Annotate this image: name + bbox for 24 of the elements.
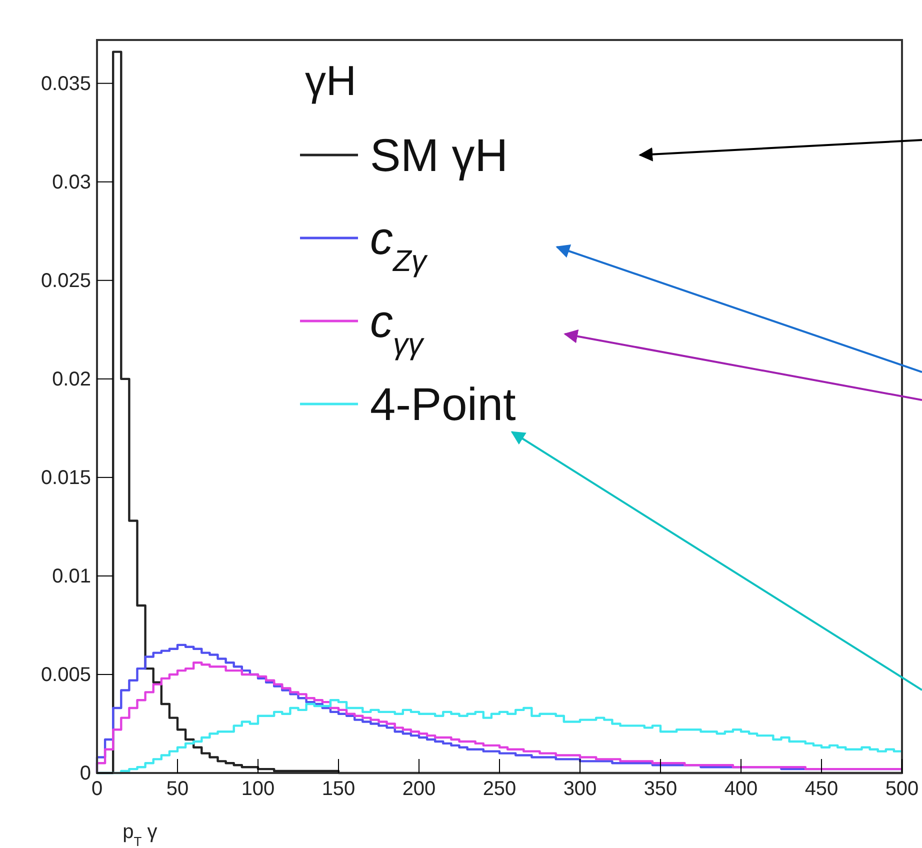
legend-label: c$_{γγ}$: [370, 295, 425, 360]
x-tick-label: 200: [402, 778, 436, 800]
y-tick-label: 0.02: [52, 368, 91, 390]
y-tick-label: 0.005: [40, 664, 91, 686]
x-tick-label: 100: [241, 778, 275, 800]
y-tick-label: 0.035: [40, 72, 91, 95]
y-tick-label: 0.03: [52, 171, 91, 194]
x-tick-label: 50: [166, 778, 189, 800]
legend-label: c$_{Zγ}$: [370, 212, 428, 278]
x-tick-label: 500: [885, 778, 919, 800]
legend-label: 4-Point: [370, 378, 516, 430]
x-tick-label: 300: [563, 778, 597, 800]
x-tick-label: 250: [482, 778, 516, 800]
x-tick-label: 150: [322, 778, 356, 800]
x-tick-label: 450: [804, 778, 838, 800]
x-axis-title: p$_{T}$ γ: [122, 821, 158, 848]
legend-label: SM γH: [370, 129, 508, 181]
y-tick-label: 0: [80, 762, 91, 784]
y-tick-label: 0.025: [40, 270, 91, 292]
legend-title: γH: [305, 57, 356, 104]
y-tick-label: 0.015: [40, 466, 91, 489]
x-tick-label: 350: [644, 778, 678, 800]
y-tick-label: 0.01: [52, 565, 91, 588]
x-tick-label: 400: [724, 778, 758, 800]
